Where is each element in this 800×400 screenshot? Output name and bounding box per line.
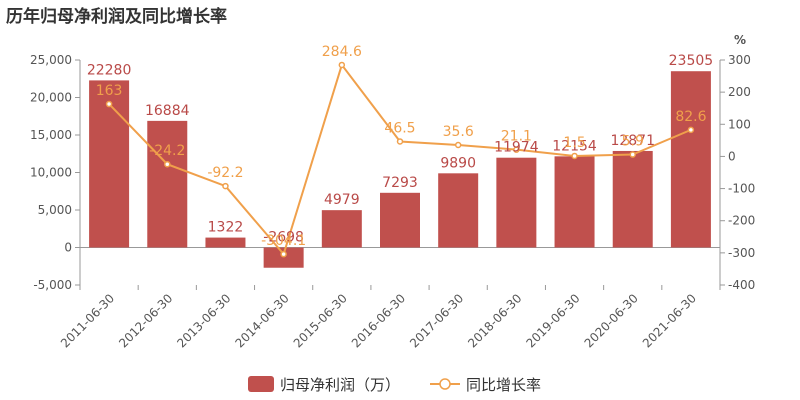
growth-rate-label: -24.2	[149, 143, 185, 159]
growth-rate-label: 35.6	[443, 124, 474, 140]
legend-line-label: 同比增长率	[466, 376, 541, 394]
bar-value-label: 11974	[494, 140, 539, 156]
bar-value-label: 9890	[440, 155, 476, 171]
bar	[670, 71, 711, 248]
right-tick-label: -100	[728, 182, 755, 196]
growth-rate-point	[629, 151, 636, 158]
data-labels-group: 22280 16884 1322 -2698 4979 7293 9890 11974 1215…	[87, 44, 713, 249]
growth-rate-label: -92.2	[207, 165, 243, 181]
right-tick-label: 0	[728, 149, 736, 163]
left-tick-label: 5,000	[38, 203, 72, 217]
legend-line-marker	[439, 378, 451, 390]
bar-value-label: 23505	[669, 53, 714, 69]
left-tick-label: 20,000	[30, 91, 72, 105]
left-tick-label: -5,000	[33, 278, 72, 292]
growth-rate-point	[571, 152, 578, 160]
right-tick-label: 300	[728, 53, 751, 67]
legend-bar-label: 归母净利润（万）	[280, 376, 400, 394]
bar-value-label: 1322	[208, 220, 244, 236]
x-tick-label: 2012-06-30	[116, 291, 175, 350]
growth-rate-point	[513, 146, 520, 153]
x-tick-label: 2014-06-30	[233, 291, 292, 350]
right-tick-label: -200	[728, 214, 755, 228]
right-tick-label: 200	[728, 85, 751, 99]
bar-value-label: 7293	[382, 175, 418, 191]
growth-rate-label: 82.6	[675, 109, 706, 125]
bar	[554, 156, 595, 248]
growth-rate-point	[164, 160, 171, 168]
growth-rate-label: -304.1	[261, 233, 306, 249]
bar	[147, 120, 188, 248]
left-tick-label: 25,000	[30, 53, 72, 67]
growth-rate-label: 5.9	[622, 134, 644, 150]
left-tick-label: 15,000	[30, 128, 72, 142]
bar	[438, 173, 479, 248]
right-axis-unit: %	[734, 33, 746, 47]
growth-rate-point	[338, 61, 346, 69]
growth-rate-point	[105, 100, 113, 108]
growth-rate-label: 1.5	[563, 135, 585, 151]
bar	[612, 150, 653, 248]
bar-value-label: 22280	[87, 62, 132, 78]
bar	[89, 80, 130, 248]
bar	[205, 237, 246, 248]
right-tick-label: -300	[728, 246, 755, 260]
bar	[263, 247, 304, 268]
growth-rate-point	[222, 182, 229, 190]
x-tick-label: 2019-06-30	[523, 291, 582, 350]
growth-rate-label: 21.1	[501, 129, 532, 145]
x-tick-label: 2020-06-30	[582, 291, 641, 350]
bar-value-label: 12871	[610, 133, 655, 149]
growth-rate-label: 284.6	[322, 44, 362, 60]
right-tick-label: 100	[728, 117, 751, 131]
left-tick-label: 0	[64, 241, 72, 255]
growth-rate-label: 163	[96, 83, 123, 99]
bar-value-label: 4979	[324, 192, 360, 208]
growth-rate-point	[280, 250, 287, 258]
bar	[380, 192, 420, 248]
growth-rate-label: 46.5	[384, 120, 415, 136]
line-group	[105, 61, 695, 258]
growth-rate-point	[454, 141, 462, 149]
growth-rate-point	[396, 138, 404, 145]
growth-rate-point	[687, 126, 695, 134]
bar-value-label: 16884	[145, 103, 190, 119]
legend-bar-swatch	[248, 376, 274, 392]
x-tick-label: 2013-06-30	[174, 291, 233, 350]
x-tick-label: 2018-06-30	[465, 291, 524, 350]
bar	[496, 157, 537, 248]
bar-value-label: 12154	[552, 138, 597, 154]
bars-group	[89, 71, 711, 268]
chart-title: 历年归母净利润及同比增长率	[6, 7, 227, 27]
left-tick-label: 10,000	[30, 166, 72, 180]
x-tick-label: 2021-06-30	[640, 291, 699, 350]
x-tick-label: 2011-06-30	[58, 291, 117, 350]
bar-value-label: -2698	[263, 230, 304, 246]
x-tick-label: 2017-06-30	[407, 291, 466, 350]
bar	[321, 210, 362, 248]
x-tick-label: 2016-06-30	[349, 291, 408, 350]
x-tick-label: 2015-06-30	[291, 291, 350, 350]
legend: 归母净利润（万） 同比增长率	[248, 376, 541, 394]
right-tick-label: -400	[728, 278, 755, 292]
